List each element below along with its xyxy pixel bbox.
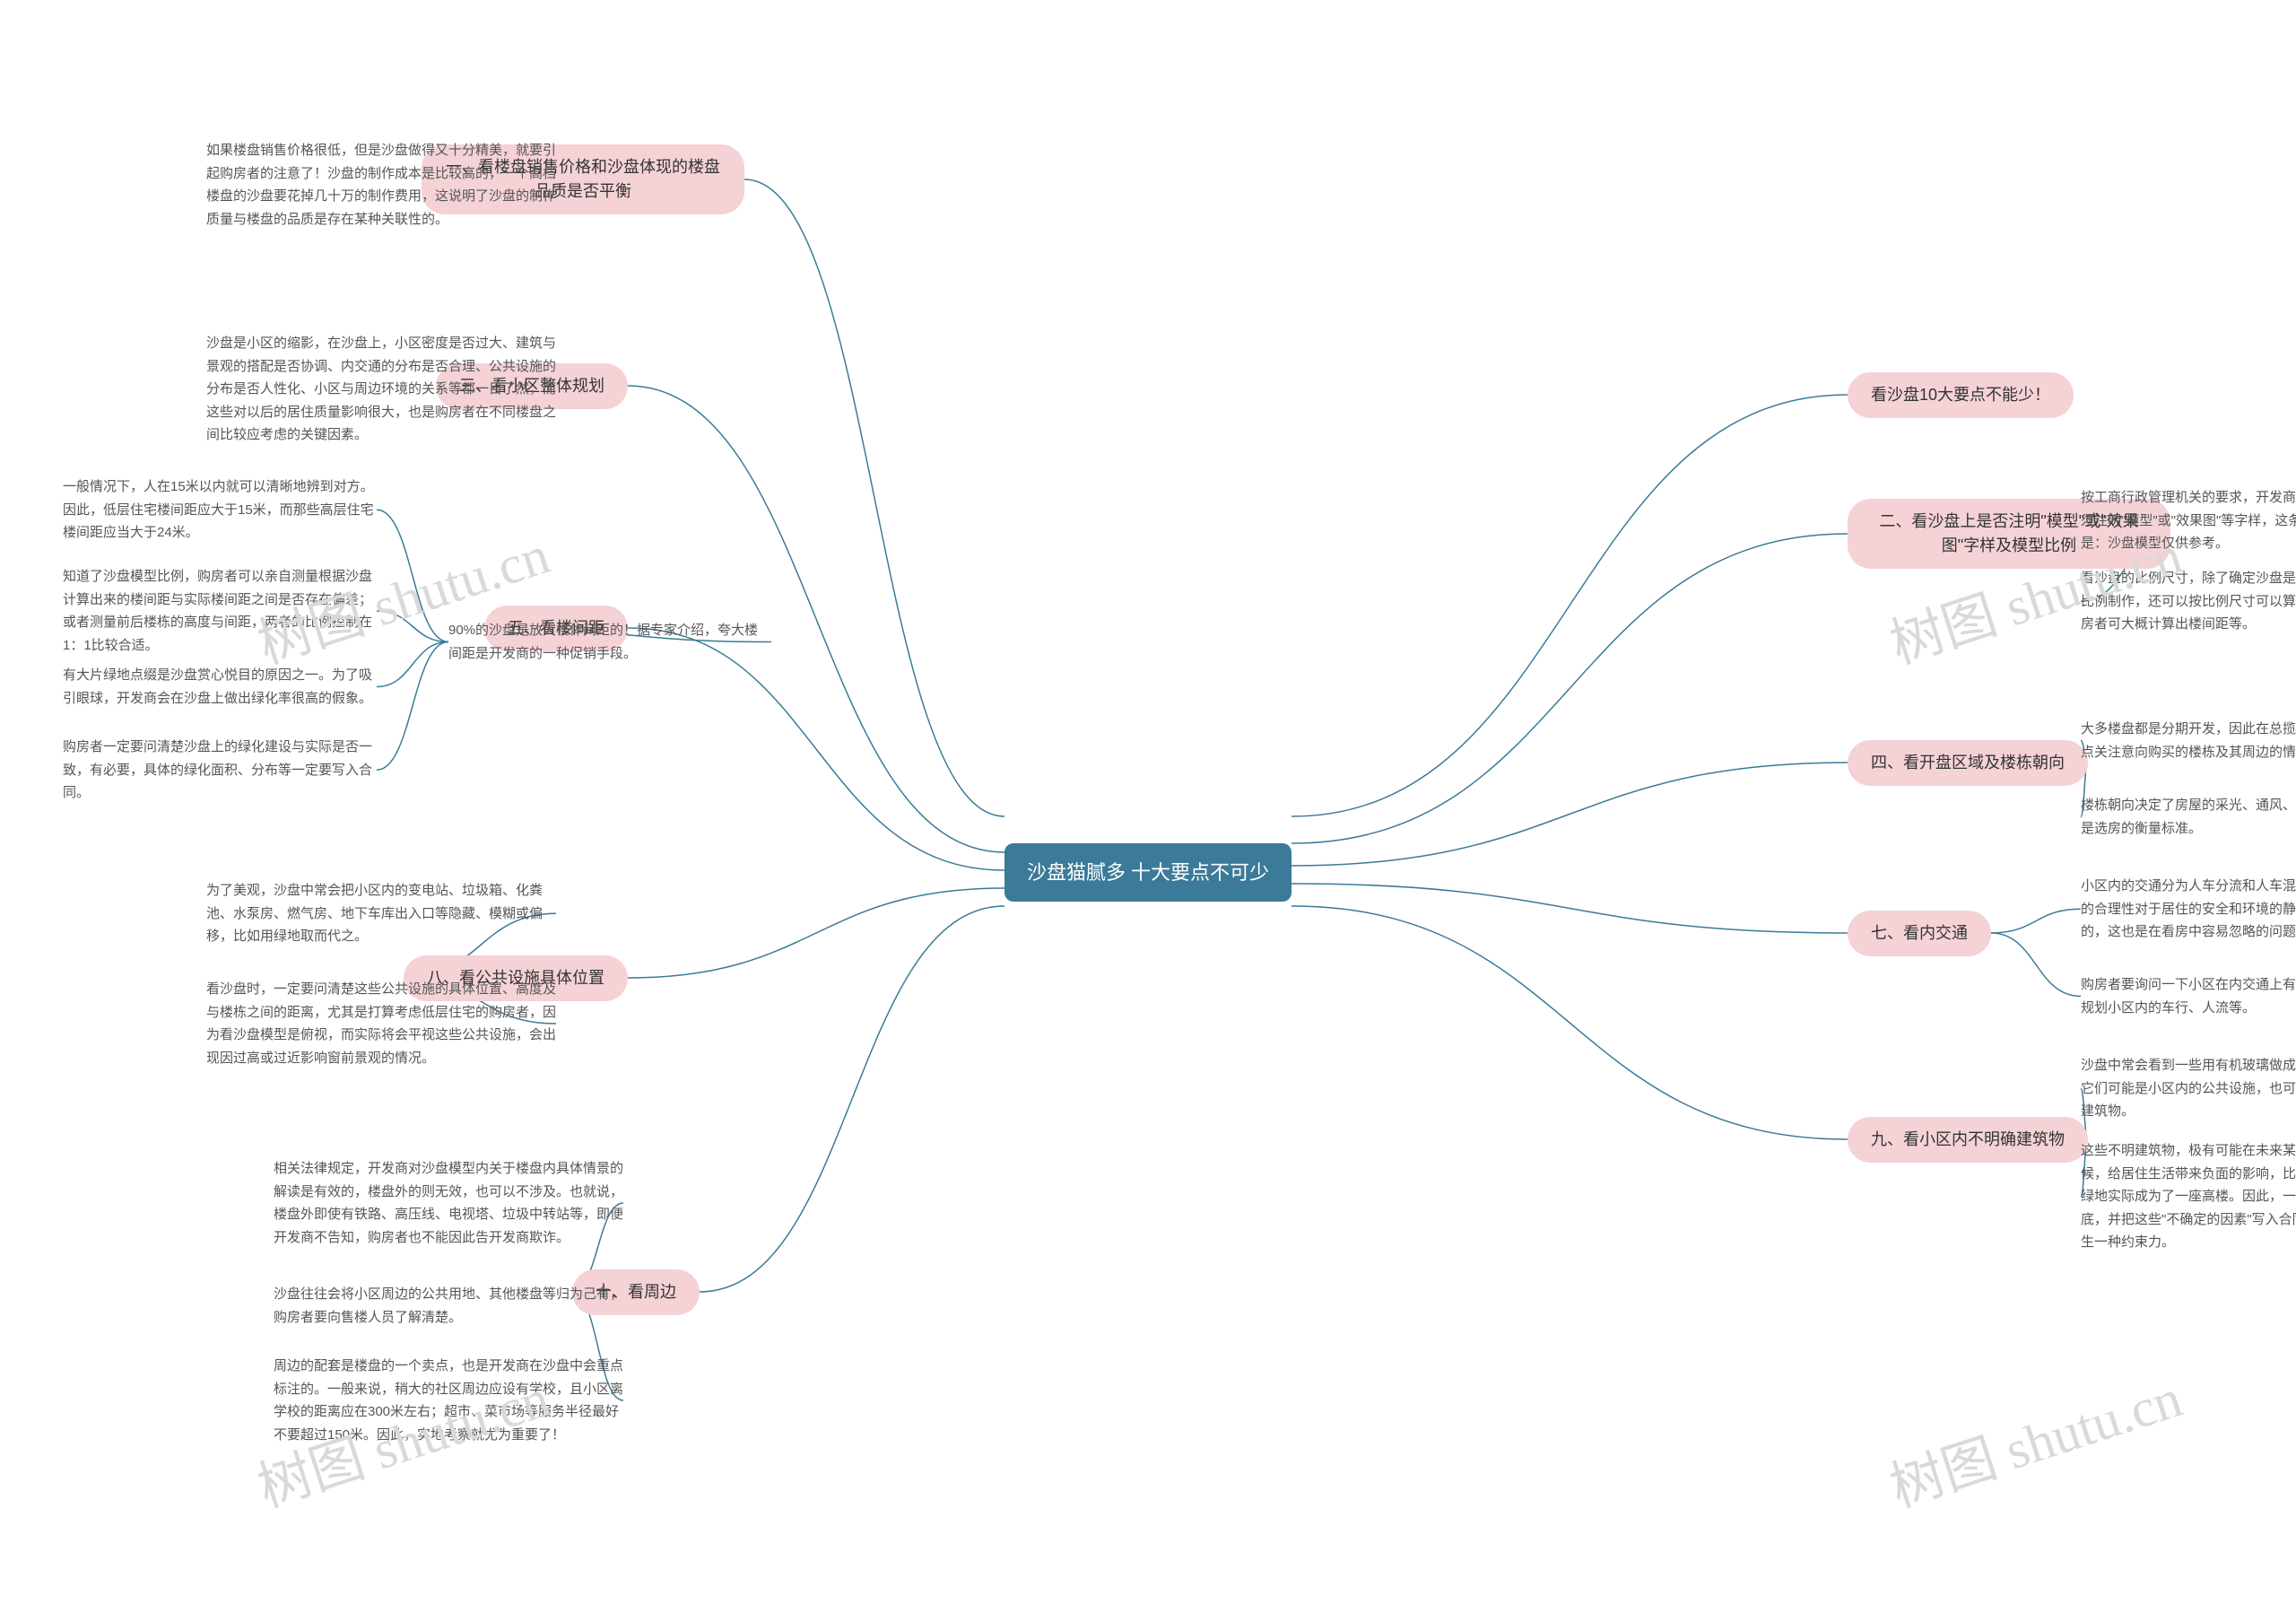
leaf-4a: 大多楼盘都是分期开发，因此在总揽全局之后，应重点关注意向购买的楼栋及其周边的情况…	[2081, 718, 2296, 763]
leaf-8a: 为了美观，沙盘中常会把小区内的变电站、垃圾箱、化粪池、水泵房、燃气房、地下车库出…	[206, 879, 556, 948]
leaf-5-intro: 90%的沙盘是放大楼体间距的！据专家介绍，夸大楼间距是开发商的一种促销手段。	[448, 619, 771, 665]
leaf-9a: 沙盘中常会看到一些用有机玻璃做成的透明小方块，它们可能是小区内的公共设施，也可能…	[2081, 1054, 2296, 1123]
leaf-2b: 看沙盘的比例尺寸，除了确定沙盘是否根据实际规划比例制作，还可以按比例尺寸可以算出…	[2081, 567, 2296, 636]
leaf-8b: 看沙盘时，一定要问清楚这些公共设施的具体位置、高度及与楼栋之间的距离，尤其是打算…	[206, 978, 556, 1069]
leaf-10c: 周边的配套是楼盘的一个卖点，也是开发商在沙盘中会重点标注的。一般来说，稍大的社区…	[274, 1355, 623, 1446]
leaf-5d: 购房者一定要问清楚沙盘上的绿化建设与实际是否一致，有必要，具体的绿化面积、分布等…	[63, 736, 377, 805]
leaf-9b: 这些不明建筑物，极有可能在未来某天变成现实的时候，给居住生活带来负面的影响，比如…	[2081, 1139, 2296, 1254]
leaf-3a: 沙盘是小区的缩影，在沙盘上，小区密度是否过大、建筑与景观的搭配是否协调、内交通的…	[206, 332, 556, 447]
leaf-10b: 沙盘往往会将小区周边的公共用地、其他楼盘等归为己有，购房者要向售楼人员了解清楚。	[274, 1283, 623, 1329]
leaf-10a: 相关法律规定，开发商对沙盘模型内关于楼盘内具体情景的解读是有效的，楼盘外的则无效…	[274, 1157, 623, 1249]
leaf-4b: 楼栋朝向决定了房屋的采光、通风、窗外景观等，也是选房的衡量标准。	[2081, 794, 2296, 840]
leaf-7a: 小区内的交通分为人车分流和人车混行两类，内交通的合理性对于居住的安全和环境的静谧…	[2081, 875, 2296, 944]
leaf-7b: 购房者要询问一下小区在内交通上有什么措施，如何规划小区内的车行、人流等。	[2081, 973, 2296, 1019]
branch-6: 看沙盘10大要点不能少！	[1848, 372, 2074, 418]
leaf-1a: 如果楼盘销售价格很低，但是沙盘做得又十分精美，就要引起购房者的注意了！沙盘的制作…	[206, 139, 556, 231]
leaf-5b: 知道了沙盘模型比例，购房者可以亲自测量根据沙盘计算出来的楼间距与实际楼间距之间是…	[63, 565, 377, 657]
leaf-2a: 按工商行政管理机关的要求，开发商使用模型时，必须注明"模型"或"效果图"等字样，…	[2081, 486, 2296, 555]
branch-4: 四、看开盘区域及楼栋朝向	[1848, 740, 2088, 786]
leaf-5a: 一般情况下，人在15米以内就可以清晰地辨到对方。因此，低层住宅楼间距应大于15米…	[63, 475, 377, 545]
branch-7: 七、看内交通	[1848, 911, 1991, 956]
branch-9: 九、看小区内不明确建筑物	[1848, 1117, 2088, 1163]
leaf-5c: 有大片绿地点缀是沙盘赏心悦目的原因之一。为了吸引眼球，开发商会在沙盘上做出绿化率…	[63, 664, 377, 710]
central-topic: 沙盘猫腻多 十大要点不可少	[1004, 843, 1292, 902]
watermark: 树图 shutu.cn	[1879, 1355, 2190, 1522]
